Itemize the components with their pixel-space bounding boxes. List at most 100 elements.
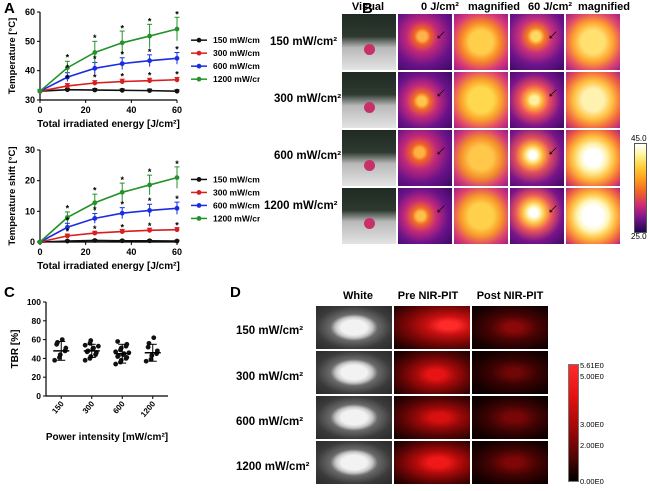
data-point — [151, 335, 157, 341]
data-point — [174, 175, 180, 180]
data-point — [174, 238, 180, 244]
fl-scale-5-61: 5.61E0 — [580, 361, 604, 370]
data-point — [174, 77, 180, 83]
visual-photo — [342, 130, 396, 186]
col-header-visual: Visual — [351, 1, 385, 13]
row-label-600: 600 mW/cm² — [274, 150, 342, 162]
d-row-label-1200: 1200 mW/cm² — [236, 461, 310, 473]
series-line — [39, 176, 178, 243]
data-point — [147, 58, 153, 64]
data-point — [174, 26, 180, 32]
significance-marker: * — [66, 227, 70, 237]
y-tick-label: 100 — [27, 297, 41, 307]
data-point — [59, 337, 65, 342]
legend-swatch-dot — [196, 203, 202, 208]
data-point — [63, 345, 69, 351]
legend-label: 150 mW/cm² — [213, 174, 260, 184]
col-header-white: White — [343, 290, 373, 302]
significance-marker: * — [175, 44, 179, 54]
x-tick-label: 20 — [81, 105, 91, 115]
significance-marker: * — [148, 167, 152, 177]
series-line — [39, 78, 178, 92]
panel-letter-a: A — [4, 0, 15, 17]
x-tick-label: 300 — [81, 399, 97, 415]
significance-marker: * — [93, 224, 97, 234]
data-point — [55, 340, 60, 345]
thermal-image: ← — [398, 188, 452, 244]
data-point — [146, 340, 152, 346]
data-point — [119, 210, 125, 216]
data-point — [147, 33, 153, 39]
data-point — [82, 357, 88, 363]
fl-scale-3-00: 3.00E0 — [580, 420, 604, 429]
col-header-magnified-1: magnified — [468, 1, 520, 13]
y-tick-label: 0 — [36, 391, 41, 401]
fl-scale-0-00: 0.00E0 — [580, 477, 604, 486]
white-light-image — [316, 441, 392, 484]
thermal-image: ← — [510, 130, 564, 186]
d-row-label-150: 150 mW/cm² — [236, 325, 304, 337]
data-point — [65, 238, 70, 244]
significance-marker: * — [148, 47, 152, 57]
arrow-icon: ← — [427, 21, 452, 46]
x-tick-label: 150 — [50, 399, 66, 415]
fluorescence-colorbar — [568, 364, 579, 482]
legend-label: 300 mW/cm² — [213, 48, 260, 58]
significance-marker: * — [66, 215, 70, 225]
data-point — [119, 40, 125, 46]
thermal-magnified — [454, 130, 508, 186]
data-point — [95, 343, 101, 349]
white-light-image — [316, 396, 392, 439]
fl-scale-5-00: 5.00E0 — [580, 372, 604, 381]
data-point — [92, 230, 98, 236]
y-tick-label: 20 — [32, 372, 42, 382]
legend-label: 300 mW/cm² — [213, 187, 260, 197]
data-point — [149, 353, 155, 358]
data-point — [145, 344, 151, 350]
data-point — [92, 87, 98, 93]
col-header-60j: 60 J/cm² — [527, 1, 573, 13]
pre-nir-pit-image — [394, 306, 470, 349]
y-tick-label: 20 — [25, 176, 35, 186]
row-label-150: 150 mW/cm² — [270, 36, 338, 48]
visual-photo — [342, 72, 396, 128]
significance-marker: * — [120, 71, 124, 81]
data-point — [82, 342, 88, 348]
y-tick-label: 10 — [25, 206, 35, 216]
col-header-post-nir-pit: Post NIR-PIT — [476, 290, 544, 302]
data-point — [65, 87, 70, 93]
significance-marker: * — [93, 73, 97, 83]
thermal-image: ← — [510, 72, 564, 128]
data-point — [148, 356, 154, 362]
thermal-image: ← — [398, 130, 452, 186]
data-point — [115, 339, 121, 344]
panel-letter-d: D — [230, 284, 241, 301]
data-point — [37, 239, 43, 245]
col-header-magnified-2: magnified — [578, 1, 630, 13]
significance-marker: * — [175, 70, 179, 80]
significance-marker: * — [175, 221, 179, 231]
tumor-spot — [364, 102, 375, 113]
data-point — [174, 227, 180, 233]
data-point — [143, 358, 149, 364]
data-point — [174, 55, 180, 61]
d-row-label-600: 600 mW/cm² — [236, 416, 304, 428]
series-line — [39, 239, 178, 243]
chart-tbr: 0 20 40 60 80 100 150 300 600 1200 Power intensity… — [10, 297, 168, 443]
x-tick-label: 40 — [126, 105, 136, 115]
x-tick-label: 0 — [37, 247, 42, 257]
significance-marker: * — [66, 74, 70, 84]
x-tick-label: 600 — [111, 399, 127, 415]
y-axis-label: Temperature shift [°C] — [7, 146, 18, 245]
x-axis-label: Total irradiated energy [J/cm²] — [37, 261, 180, 272]
data-point — [92, 238, 98, 243]
row-label-1200: 1200 mW/cm² — [264, 200, 338, 212]
post-nir-pit-image — [472, 351, 548, 394]
data-point — [65, 215, 70, 220]
thermal-magnified — [566, 188, 620, 244]
thermal-magnified — [454, 14, 508, 70]
data-point — [126, 350, 132, 356]
data-point — [119, 79, 125, 84]
y-tick-label: 50 — [25, 36, 35, 46]
data-point — [147, 78, 153, 84]
